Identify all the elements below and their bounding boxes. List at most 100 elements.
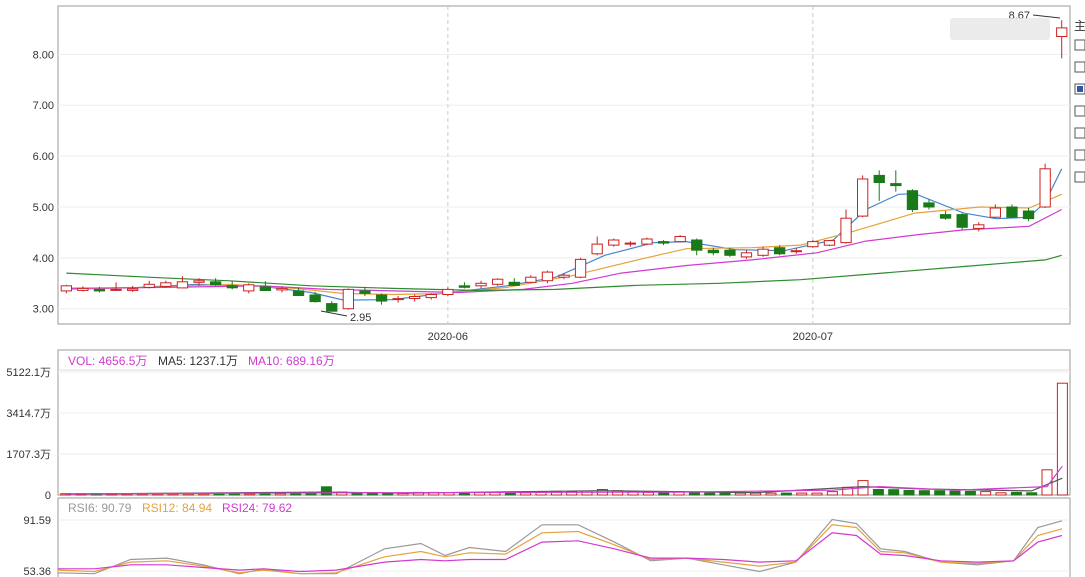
volume-bar[interactable] — [949, 490, 961, 496]
candle-body[interactable] — [309, 294, 321, 303]
candle-body[interactable] — [143, 283, 155, 288]
candle-body[interactable] — [160, 282, 172, 287]
volume-bar[interactable] — [826, 491, 838, 496]
indicator-checkbox[interactable] — [1074, 171, 1085, 183]
candle-body[interactable] — [342, 288, 355, 310]
volume-bar[interactable] — [995, 492, 1007, 496]
candle-body[interactable] — [93, 288, 106, 292]
volume-bar[interactable] — [750, 492, 762, 496]
candle-body[interactable] — [508, 281, 520, 286]
candle-body[interactable] — [1056, 27, 1068, 37]
volume-bar[interactable] — [1056, 382, 1068, 496]
volume-bar[interactable] — [259, 493, 271, 496]
volume-bar[interactable] — [780, 492, 792, 496]
volume-bar[interactable] — [351, 492, 363, 496]
candle-body[interactable] — [923, 202, 935, 208]
candle-body[interactable] — [807, 241, 819, 248]
candle-body[interactable] — [691, 239, 703, 251]
volume-bar[interactable] — [198, 493, 210, 496]
volume-bar[interactable] — [520, 492, 532, 496]
price-panel[interactable]: 3.004.005.006.007.008.00 2020-06 2020-07 … — [33, 5, 1071, 577]
volume-bar[interactable] — [765, 492, 777, 496]
candle-body[interactable] — [707, 249, 720, 254]
candle-body[interactable] — [359, 290, 371, 294]
volume-bar[interactable] — [228, 493, 240, 496]
candle-body[interactable] — [210, 281, 222, 286]
volume-bar[interactable] — [581, 490, 593, 496]
indicator-checkbox[interactable] — [1074, 149, 1085, 161]
candle-body[interactable] — [857, 178, 869, 217]
volume-bar[interactable] — [903, 489, 915, 496]
candle-body[interactable] — [193, 280, 205, 283]
candle-body[interactable] — [110, 288, 122, 291]
candle-body[interactable] — [657, 241, 670, 244]
candle-body[interactable] — [60, 285, 73, 292]
candle-body[interactable] — [1039, 168, 1051, 208]
candle-body[interactable] — [608, 239, 620, 246]
candle-body[interactable] — [757, 248, 769, 256]
candle-body[interactable] — [774, 247, 786, 255]
candle-body[interactable] — [973, 224, 985, 229]
volume-bar[interactable] — [964, 490, 976, 496]
candle-body[interactable] — [409, 296, 421, 299]
volume-bar[interactable] — [704, 492, 716, 496]
candle-body[interactable] — [458, 285, 471, 288]
candle-body[interactable] — [724, 249, 736, 256]
candle-body[interactable] — [674, 236, 686, 243]
volume-bar[interactable] — [688, 492, 700, 496]
volume-bar[interactable] — [980, 491, 992, 496]
volume-bar[interactable] — [872, 489, 884, 496]
candle-body[interactable] — [541, 271, 554, 282]
volume-bar[interactable] — [918, 490, 930, 496]
volume-bar[interactable] — [811, 492, 823, 496]
volume-bar[interactable] — [934, 490, 946, 496]
volume-bar[interactable] — [305, 493, 317, 496]
indicator-checkbox[interactable] — [1074, 127, 1085, 139]
volume-bar[interactable] — [642, 491, 654, 496]
candle-body[interactable] — [1006, 206, 1018, 218]
candle-body[interactable] — [1022, 210, 1035, 220]
candle-body[interactable] — [823, 240, 836, 246]
candle-body[interactable] — [276, 287, 288, 291]
volume-bar[interactable] — [290, 492, 302, 496]
candle-body[interactable] — [740, 252, 753, 258]
volume-bar[interactable] — [244, 493, 256, 496]
candle-body[interactable] — [77, 287, 89, 291]
candle-body[interactable] — [243, 284, 255, 292]
volume-bar[interactable] — [719, 492, 731, 496]
candle-body[interactable] — [873, 174, 885, 183]
candle-body[interactable] — [492, 278, 504, 285]
indicator-checkbox[interactable] — [1074, 105, 1085, 117]
candle-body[interactable] — [392, 298, 404, 301]
candle-body[interactable] — [475, 282, 487, 287]
candle-body[interactable] — [890, 183, 902, 187]
candle-body[interactable] — [624, 242, 637, 245]
candle-body[interactable] — [292, 290, 305, 296]
candle-body[interactable] — [442, 288, 454, 295]
candle-body[interactable] — [956, 214, 968, 228]
volume-bar[interactable] — [213, 493, 225, 496]
indicator-checkbox[interactable] — [1074, 39, 1085, 51]
candle-body[interactable] — [176, 281, 189, 289]
candle-body[interactable] — [840, 217, 852, 244]
volume-bar[interactable] — [734, 492, 746, 496]
rsi-panel[interactable]: 91.59 53.36 RSI6: 90.79 RSI12: 84.94 RSI2… — [23, 497, 1071, 577]
candle-body[interactable] — [906, 190, 919, 210]
volume-bar[interactable] — [382, 493, 394, 496]
volume-bar[interactable] — [1010, 491, 1022, 496]
candle-body[interactable] — [259, 286, 272, 291]
volume-panel[interactable]: 5122.1万 3414.7万 1707.3万 0 VOL: 4656.5万 MA5:… — [6, 349, 1071, 502]
candle-body[interactable] — [591, 243, 603, 255]
candle-body[interactable] — [790, 250, 802, 253]
candle-body[interactable] — [425, 294, 437, 299]
candle-body[interactable] — [375, 294, 388, 302]
candle-body[interactable] — [989, 207, 1002, 218]
candle-body[interactable] — [127, 288, 139, 291]
volume-bar[interactable] — [796, 492, 808, 496]
candle-body[interactable] — [558, 274, 570, 278]
candle-body[interactable] — [641, 238, 653, 245]
volume-bar[interactable] — [888, 489, 900, 496]
volume-bar[interactable] — [366, 492, 378, 496]
candlesticks[interactable] — [60, 20, 1068, 312]
volume-bars[interactable] — [60, 382, 1068, 496]
